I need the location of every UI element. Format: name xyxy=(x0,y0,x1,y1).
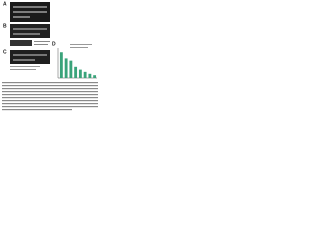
bar xyxy=(78,69,82,78)
panel-label: B xyxy=(3,23,7,29)
gel-bands xyxy=(13,54,47,61)
bar xyxy=(69,60,73,78)
panel-label: D xyxy=(52,41,56,47)
bar xyxy=(64,58,68,78)
bar xyxy=(93,75,97,78)
caption-lines xyxy=(2,82,98,111)
bar xyxy=(74,66,78,78)
gel-image xyxy=(10,50,50,64)
panel-label: C xyxy=(3,49,7,55)
legend-lines xyxy=(70,44,92,48)
gel-image xyxy=(10,40,32,46)
caption-lines xyxy=(34,41,50,45)
bar xyxy=(83,71,87,78)
bar xyxy=(88,73,92,78)
figure: A B C D xyxy=(2,1,98,111)
gel-image xyxy=(10,24,50,38)
caption-lines xyxy=(10,66,40,70)
panel-label: A xyxy=(3,1,7,7)
bar xyxy=(59,52,63,78)
gel-bands xyxy=(13,28,47,35)
gel-bands xyxy=(13,6,47,18)
